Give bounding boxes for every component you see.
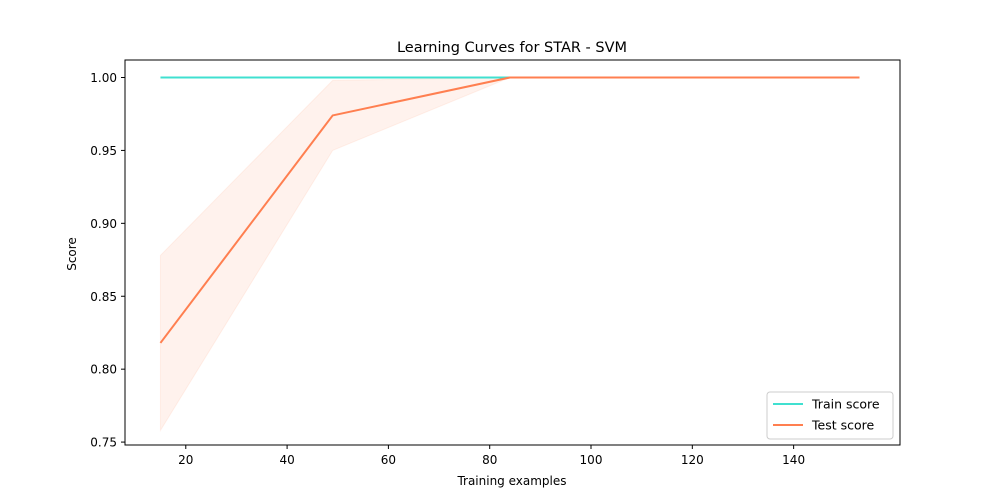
y-tick-label: 0.75 <box>90 436 117 450</box>
x-tick-label: 140 <box>782 453 805 467</box>
y-axis-label: Score <box>65 237 79 271</box>
confidence-bands <box>159 77 860 433</box>
series-lines <box>159 76 860 344</box>
y-tick-label: 0.85 <box>90 290 117 304</box>
x-tick-label: 120 <box>681 453 704 467</box>
legend-label-1: Test score <box>811 418 874 433</box>
y-axis-ticks: 0.75 0.80 0.85 0.90 0.95 1.00 <box>90 71 125 450</box>
y-tick-label: 0.80 <box>90 363 117 377</box>
x-tick-label: 80 <box>482 453 497 467</box>
x-tick-label: 100 <box>580 453 603 467</box>
legend-label-0: Train score <box>811 397 880 412</box>
x-tick-label: 60 <box>381 453 396 467</box>
x-axis-ticks: 20 40 60 80 100 120 140 <box>178 445 805 467</box>
x-tick-label: 20 <box>178 453 193 467</box>
legend: Train score Test score <box>766 391 894 440</box>
x-axis-label: Training examples <box>456 474 566 488</box>
series-line-1 <box>159 76 860 344</box>
y-tick-label: 0.95 <box>90 144 117 158</box>
y-tick-label: 0.90 <box>90 217 117 231</box>
x-tick-label: 40 <box>279 453 294 467</box>
y-tick-label: 1.00 <box>90 71 117 85</box>
plot-area-frame <box>124 59 901 446</box>
series-band-1 <box>159 77 860 433</box>
chart-title: Learning Curves for STAR - SVM <box>397 40 627 56</box>
